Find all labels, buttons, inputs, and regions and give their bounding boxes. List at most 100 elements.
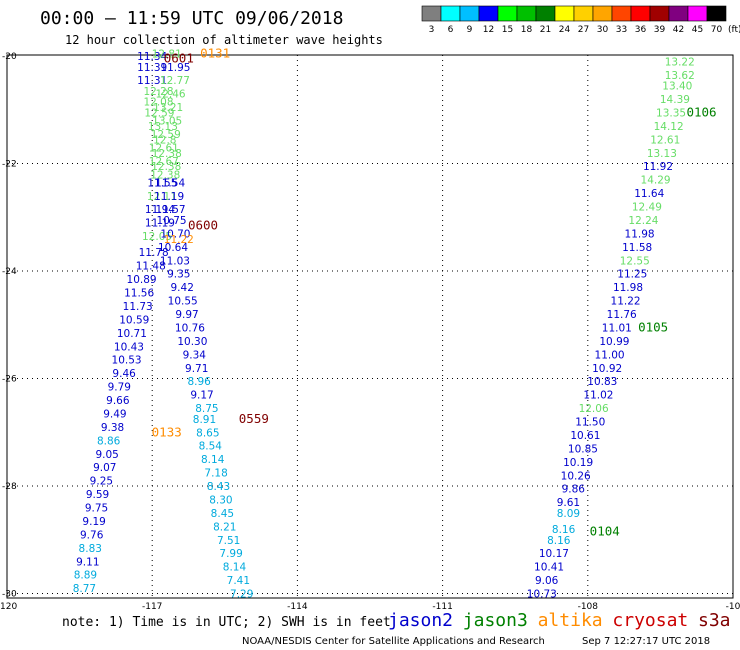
- wave-height-value: 9.86: [562, 484, 586, 496]
- wave-height-value: 7.51: [217, 535, 240, 547]
- pass-time-label: 0105: [638, 319, 668, 334]
- wave-height-value: 10.75: [157, 215, 187, 227]
- note-text: note: 1) Time is in UTC; 2) SWH is in fe…: [62, 615, 391, 630]
- pass-time-labels: 0601 0131 0600 0559 0133 0106 0105 0104: [152, 45, 717, 538]
- wave-height-value: 8.45: [211, 508, 234, 520]
- pass-time-label: 0104: [590, 524, 620, 539]
- colorbar-label: 24: [559, 25, 571, 35]
- wave-height-value: 11.98: [625, 228, 655, 240]
- wave-height-value: 11.95: [160, 62, 190, 74]
- colorbar-swatch: [497, 5, 518, 22]
- wave-height-value: 11.34: [137, 51, 167, 63]
- chart-title: 00:00 – 11:59 UTC 09/06/2018: [40, 8, 343, 29]
- wave-height-value: 10.76: [175, 322, 205, 334]
- wave-height-value: 11.39: [137, 62, 167, 74]
- colorbar-swatch: [611, 5, 632, 22]
- grid-lines: [7, 55, 733, 598]
- colorbar-label: 15: [502, 25, 513, 35]
- wave-height-value: 11.55: [147, 177, 177, 189]
- y-tick-label: -26: [2, 375, 17, 385]
- wave-height-value: 10.70: [160, 228, 190, 240]
- colorbar-unit: (ft): [728, 25, 740, 35]
- wave-height-value: 12.61: [149, 142, 179, 154]
- wave-height-value: 8.96: [187, 376, 211, 388]
- wave-height-value: 12.8: [153, 134, 176, 146]
- wave-height-value: 7.18: [204, 468, 227, 480]
- wave-height-value: 8.65: [196, 427, 219, 439]
- plot-area: -20 -22 -24 -26 -28 -30 -120 -117 -114 -111 -108 -1…: [0, 45, 740, 612]
- pass-time-label: 0601: [164, 51, 194, 66]
- wave-height-value: 11.64: [634, 188, 664, 200]
- wave-height-value: 10.30: [177, 336, 207, 348]
- wave-height-value: 9.49: [103, 408, 126, 420]
- wave-height-value: 11.94: [145, 204, 175, 216]
- x-tick-label: -10: [726, 602, 740, 612]
- wave-height-value: 7.99: [219, 548, 242, 560]
- wave-height-value: 11.31: [137, 75, 167, 87]
- wave-height-value: 11.25: [617, 269, 647, 281]
- wave-height-value: 11.57: [156, 204, 186, 216]
- colorbar-swatch: [592, 5, 613, 22]
- wave-height-value: 12.24: [628, 215, 658, 227]
- colorbar-swatch: [478, 5, 499, 22]
- pass-time-label: 0131: [200, 45, 230, 60]
- wave-height-value: 8.14: [223, 562, 247, 574]
- y-tick-label: -24: [2, 267, 17, 277]
- wave-height-value: 10.53: [112, 355, 142, 367]
- x-tick-label: -117: [142, 602, 162, 612]
- wave-height-value: 8.54: [199, 441, 223, 453]
- colorbar-swatch: [706, 5, 727, 22]
- wave-height-value: 11.22: [611, 296, 641, 308]
- wave-height-value: 8.89: [74, 570, 97, 582]
- wave-height-value: 11.50: [575, 417, 605, 429]
- wave-height-value: 9.25: [90, 476, 113, 488]
- legend-jason3: jason3: [463, 610, 528, 631]
- wave-height-value: 10.61: [570, 430, 600, 442]
- wave-height-value: 8.14: [201, 454, 225, 466]
- wave-height-value: 8.16: [547, 535, 571, 547]
- wave-height-labels: 11.3411.3911.3112.2812.0812.5913.1312.81…: [73, 48, 695, 600]
- wave-height-value: 13.13: [148, 121, 178, 133]
- colorbar-label: 18: [521, 25, 533, 35]
- wave-height-value: 12.55: [620, 255, 650, 267]
- wave-height-value: 10.43: [114, 341, 144, 353]
- wave-height-value: 11.01: [602, 322, 632, 334]
- wave-height-value: 9.35: [167, 269, 190, 281]
- wave-height-value: 11.76: [607, 309, 637, 321]
- colorbar-label: 9: [467, 25, 473, 35]
- wave-height-value: 12.28: [143, 86, 173, 98]
- colorbar-label: 45: [692, 25, 703, 35]
- wave-height-value: 12.61: [650, 134, 680, 146]
- wave-height-value: 9.42: [171, 282, 194, 294]
- satellite-legend: jason2 jason3 altika cryosat s3a: [388, 610, 731, 631]
- wave-height-value: 13.35: [656, 107, 686, 119]
- wave-height-value: 10.17: [539, 548, 569, 560]
- legend-s3a: s3a: [698, 610, 731, 631]
- wave-height-value: 9.76: [80, 529, 104, 541]
- wave-height-value: 12.77: [160, 75, 190, 87]
- plot-frame: [6, 54, 734, 599]
- wave-height-value: 8.77: [73, 583, 96, 595]
- wave-height-value: 11.73: [123, 301, 153, 313]
- wave-height-value: 10.92: [592, 363, 622, 375]
- wave-height-value: 13.40: [662, 81, 692, 93]
- wave-height-value: 9.11: [76, 556, 99, 568]
- wave-height-value: 13.13: [647, 148, 677, 160]
- wave-height-value: 10.85: [568, 443, 598, 455]
- wave-height-value: 10.83: [587, 376, 617, 388]
- wave-height-value: 11.03: [160, 255, 190, 267]
- colorbar-label: 12: [483, 25, 494, 35]
- pass-time-label: 0559: [239, 411, 269, 426]
- wave-height-value: 11.98: [613, 282, 643, 294]
- y-tick-label: -30: [2, 590, 17, 600]
- legend-cryosat: cryosat: [612, 610, 688, 631]
- colorbar-label: 42: [673, 25, 684, 35]
- wave-height-value: 12.59: [144, 107, 174, 119]
- x-tick-label: -111: [432, 602, 452, 612]
- wave-height-value: 11.54: [155, 177, 185, 189]
- colorbar-label: 21: [540, 25, 551, 35]
- colorbar-swatch: [516, 5, 537, 22]
- wave-height-value: 11.19: [145, 218, 175, 230]
- wave-height-value: 9.66: [106, 395, 130, 407]
